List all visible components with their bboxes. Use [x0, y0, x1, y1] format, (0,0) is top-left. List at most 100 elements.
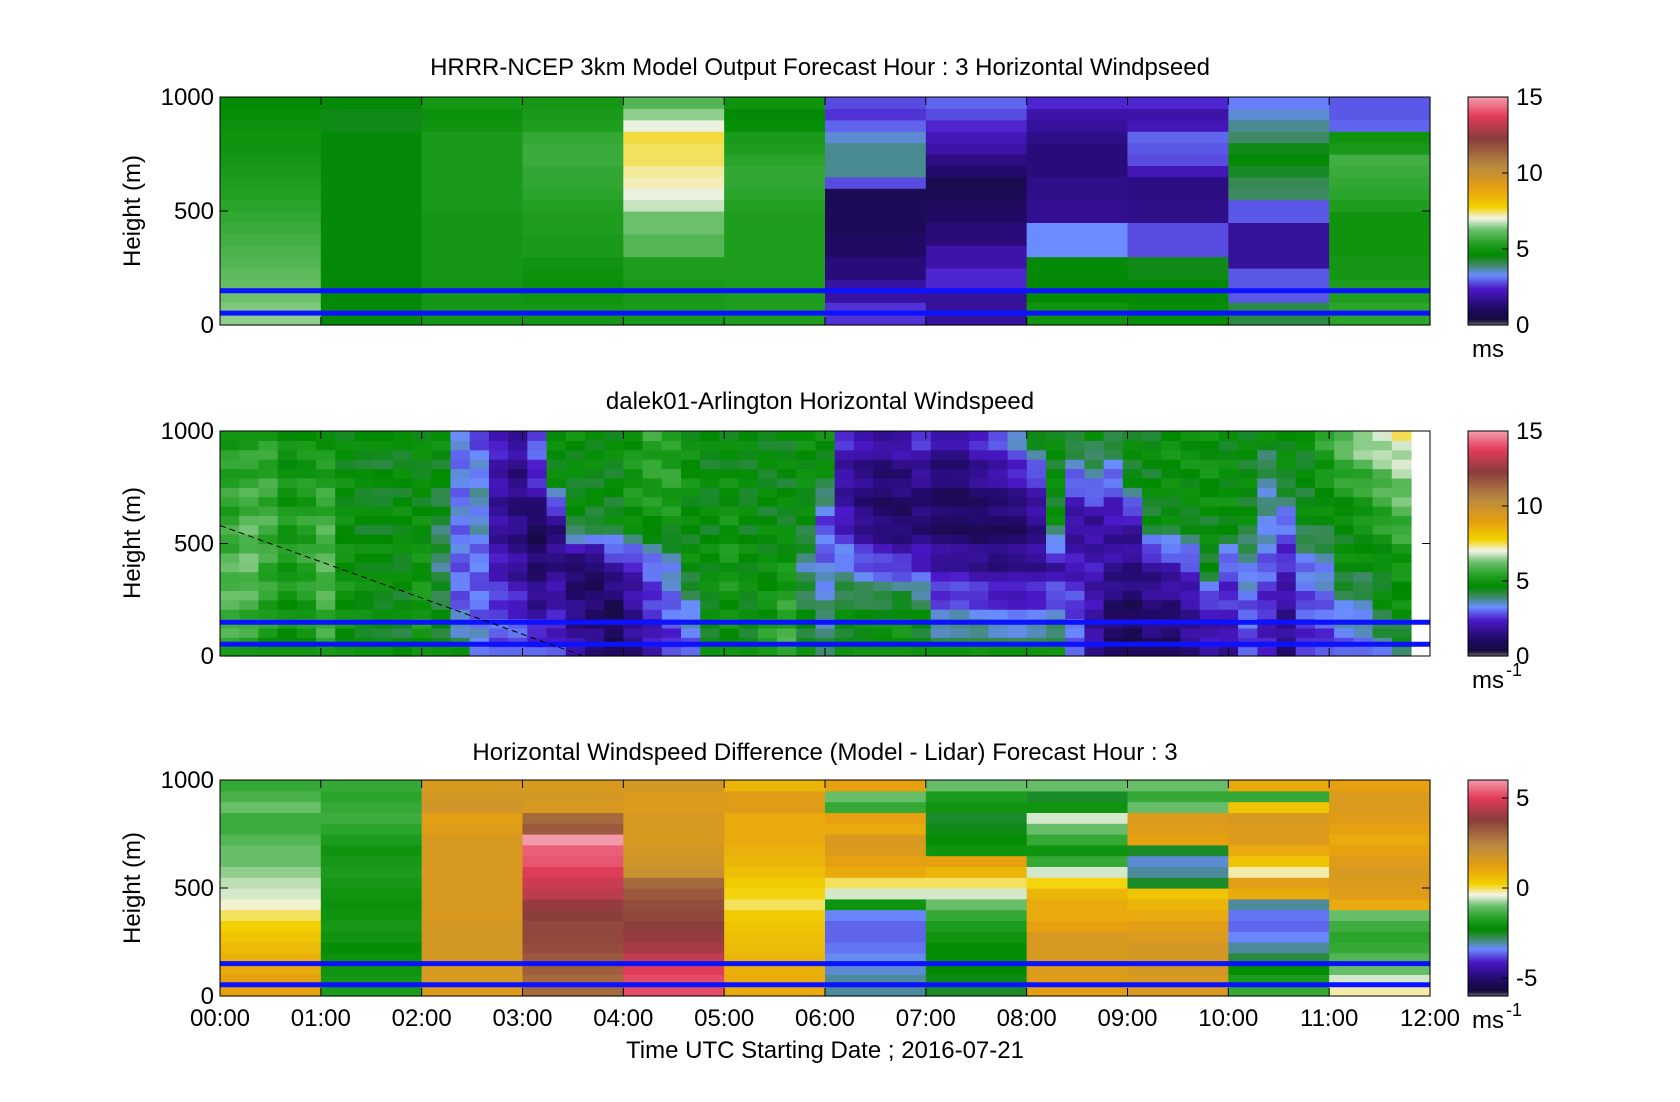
- panel-lidar-cell: [873, 534, 893, 545]
- panel-difference-cell: [1026, 888, 1129, 900]
- colorbar-segment: [1468, 832, 1508, 835]
- panel-lidar-cell: [892, 431, 913, 441]
- panel-lidar-cell: [354, 440, 375, 451]
- colorbar-unit-label: ms: [1472, 336, 1504, 363]
- panel-difference-cell: [1127, 963, 1229, 975]
- panel-model-cell: [825, 108, 927, 121]
- panel-lidar-cell: [815, 440, 836, 451]
- panel-lidar-cell: [873, 609, 893, 620]
- colorbar-segment: [1468, 898, 1508, 902]
- panel-difference-heatmap: [220, 780, 1431, 997]
- panel-lidar-cell: [335, 590, 356, 601]
- y-tick-label: 500: [174, 198, 214, 225]
- panel-lidar-cell: [239, 627, 260, 638]
- panel-difference-cell: [1329, 812, 1431, 824]
- colorbar-segment: [1468, 859, 1508, 862]
- panel-lidar-cell: [853, 562, 874, 573]
- panel-lidar-cell: [1295, 506, 1316, 516]
- panel-lidar-cell: [700, 562, 721, 573]
- panel-lidar-cell: [277, 449, 298, 460]
- panel-lidar-cell: [1122, 506, 1143, 516]
- panel-lidar-cell: [623, 552, 644, 563]
- panel-model-cell: [1127, 119, 1229, 132]
- panel-difference-cell: [825, 866, 927, 878]
- panel-difference-cell: [220, 866, 322, 878]
- colorbar-segment: [1468, 938, 1508, 941]
- panel-lidar-cell: [296, 599, 317, 610]
- panel-lidar-cell: [239, 468, 260, 479]
- panel-model-cell: [825, 176, 927, 189]
- panel-lidar-cell: [1353, 646, 1374, 657]
- panel-lidar-cell: [296, 477, 317, 488]
- panel-lidar-cell: [546, 524, 567, 535]
- colorbar-segment: [1468, 990, 1508, 993]
- panel-lidar-cell: [1065, 515, 1086, 526]
- panel-model-cell: [925, 222, 1028, 235]
- panel-lidar-cell: [1122, 543, 1143, 554]
- panel-model-cell: [1228, 245, 1330, 258]
- panel-lidar-cell: [930, 431, 951, 441]
- panel-lidar-cell: [1238, 468, 1258, 479]
- panel-lidar-cell: [1334, 496, 1354, 507]
- panel-model-cell: [925, 268, 1028, 280]
- colorbar-segment: [1468, 956, 1508, 959]
- panel-lidar-cell: [1353, 449, 1374, 460]
- panel-lidar-cell: [220, 581, 240, 591]
- panel-difference-cell: [1329, 790, 1431, 803]
- x-tick-label: 11:00: [1300, 1005, 1358, 1032]
- y-tick-label: 500: [174, 875, 214, 902]
- panel-lidar-cell: [354, 431, 375, 441]
- panel-lidar-cell: [1276, 627, 1297, 638]
- panel-model-cell: [220, 199, 322, 212]
- panel-lidar-cell: [1334, 646, 1354, 657]
- panel-difference-cell: [220, 888, 322, 900]
- colorbar-segment: [1468, 498, 1508, 501]
- colorbar-segment: [1468, 592, 1508, 595]
- colorbar-segment: [1468, 837, 1508, 840]
- panel-lidar-cell: [1353, 506, 1374, 516]
- panel-lidar-cell: [488, 431, 509, 441]
- panel-difference-cell: [220, 812, 322, 824]
- panel-lidar-cell: [1238, 496, 1258, 507]
- colorbar-segment: [1468, 848, 1508, 851]
- panel-lidar-cell: [796, 534, 817, 545]
- panel-lidar-cell: [892, 449, 913, 460]
- panel-model-cell: [925, 211, 1028, 223]
- panel-lidar-cell: [1314, 431, 1335, 441]
- panel-lidar-cell: [392, 431, 413, 441]
- panel-lidar-cell: [1161, 627, 1182, 638]
- panel-lidar-cell: [354, 562, 375, 573]
- panel-lidar-cell: [815, 506, 836, 516]
- panel-model-cell: [825, 211, 927, 223]
- panel-model-cell: [220, 108, 322, 121]
- panel-lidar-cell: [239, 534, 260, 545]
- colorbar-segment: [1468, 228, 1508, 231]
- panel-difference-cell: [1127, 812, 1229, 824]
- colorbar-segment: [1468, 121, 1508, 125]
- panel-lidar-cell: [1122, 581, 1143, 591]
- colorbar-segment: [1468, 285, 1508, 288]
- panel-lidar-cell: [777, 646, 797, 657]
- panel-lidar-cell: [373, 487, 394, 498]
- colorbar-segment: [1468, 648, 1508, 651]
- panel-lidar-cell: [220, 477, 240, 488]
- panel-lidar-cell: [834, 477, 855, 488]
- panel-lidar-cell: [757, 487, 778, 498]
- panel-lidar-cell: [930, 571, 951, 582]
- panel-model-cell: [421, 97, 524, 109]
- panel-difference-cell: [925, 877, 1028, 889]
- panel-model-cell: [1026, 97, 1129, 109]
- panel-lidar-cell: [661, 487, 682, 498]
- panel-lidar-cell: [988, 534, 1009, 545]
- panel-lidar-cell: [1391, 552, 1412, 563]
- colorbar-segment: [1468, 627, 1508, 631]
- panel-lidar-cell: [969, 571, 989, 582]
- colorbar-segment: [1468, 567, 1508, 571]
- panel-model-cell: [522, 119, 624, 132]
- panel-lidar-cell: [1314, 534, 1335, 545]
- colorbar-segment: [1468, 178, 1508, 182]
- panel-model-cell: [724, 222, 826, 235]
- panel-lidar-cell: [546, 468, 567, 479]
- colorbar-segment: [1468, 140, 1508, 144]
- panel-difference-cell: [1228, 898, 1330, 911]
